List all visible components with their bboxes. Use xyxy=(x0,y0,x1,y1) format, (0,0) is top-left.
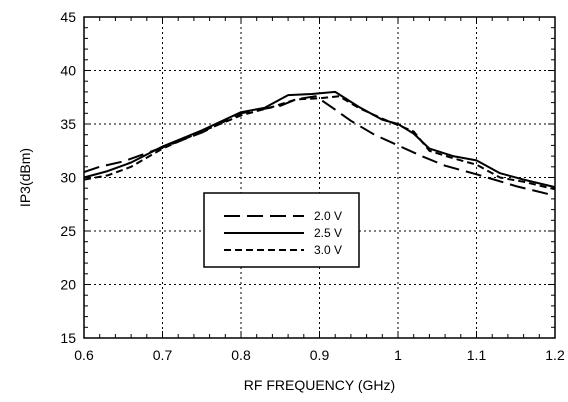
y-axis-label: IP3(dBm) xyxy=(17,148,33,207)
legend: 2.0 V 2.5 V 3.0 V xyxy=(203,192,360,268)
series-layer xyxy=(83,90,556,197)
grid-layer xyxy=(84,17,555,338)
x-tick-label: 0.8 xyxy=(231,347,251,363)
x-tick-label: 0.6 xyxy=(74,347,94,363)
y-tick-label: 40 xyxy=(60,63,76,79)
tick-layer: 0.6 0.7 0.8 0.9 1 1.1 1.2 15 20 25 30 35 40 45 xyxy=(60,9,565,363)
series-line-1 xyxy=(83,90,556,189)
y-tick-label: 25 xyxy=(60,223,76,239)
y-tick-label: 15 xyxy=(60,330,76,346)
x-tick-label: 1.1 xyxy=(467,347,487,363)
legend-label-1: 2.5 V xyxy=(314,226,342,240)
y-tick-label: 45 xyxy=(60,9,76,25)
y-tick-label: 35 xyxy=(60,116,76,132)
x-axis-label: RF FREQUENCY (GHz) xyxy=(244,377,395,393)
x-tick-label: 1.2 xyxy=(545,347,565,363)
legend-label-2: 3.0 V xyxy=(314,243,342,257)
legend-box xyxy=(203,192,360,268)
legend-label-0: 2.0 V xyxy=(314,209,342,223)
series-line-0 xyxy=(83,95,556,197)
x-tick-label: 0.7 xyxy=(153,347,173,363)
y-tick-label: 20 xyxy=(60,277,76,293)
series-line-2 xyxy=(83,95,556,191)
x-tick-label: 1 xyxy=(394,347,402,363)
x-tick-label: 0.9 xyxy=(310,347,330,363)
y-tick-label: 30 xyxy=(60,170,76,186)
